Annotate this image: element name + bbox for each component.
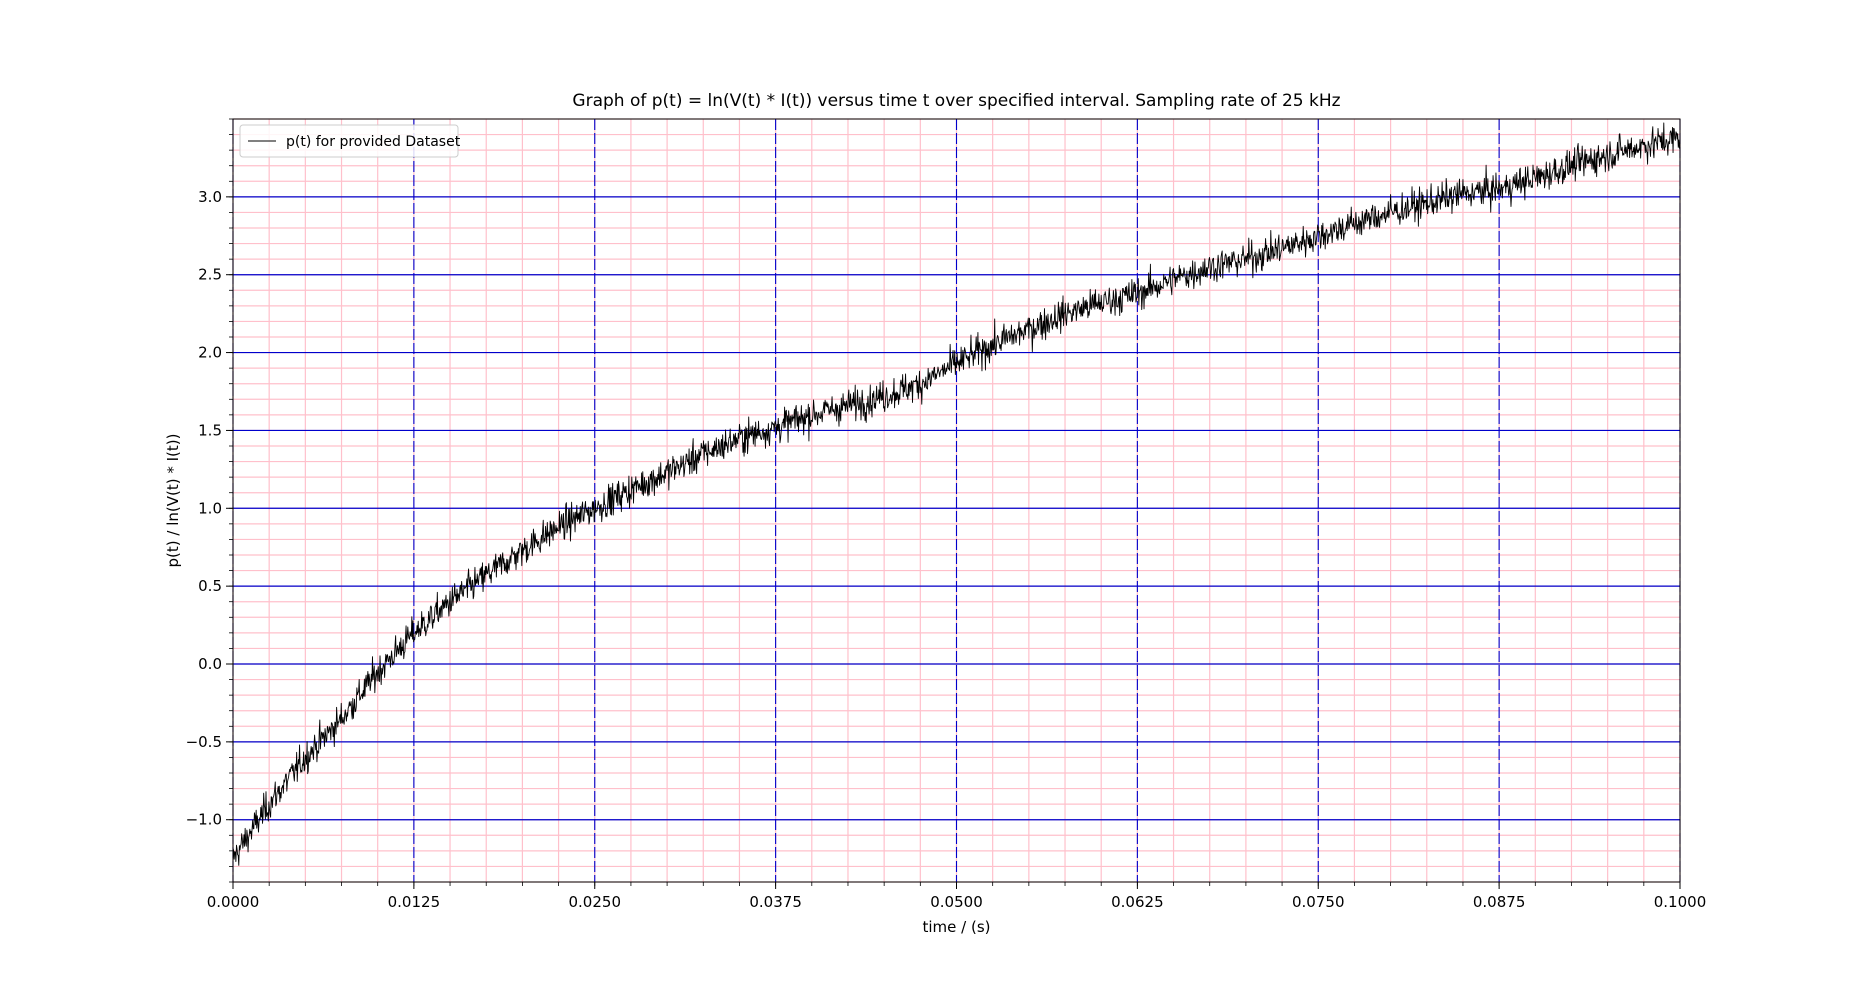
x-tick-label: 0.0250 <box>569 893 622 911</box>
y-tick-label: 1.5 <box>198 421 222 439</box>
ticks-layer: 0.0000 0.0125 0.0250 0.0375 0.0500 0.0625 0.07… <box>186 118 1707 911</box>
x-tick-label: 0.0625 <box>1111 893 1164 911</box>
x-tick-label: 0.0375 <box>749 893 802 911</box>
x-tick-label: 0.0125 <box>388 893 441 911</box>
y-tick-label: −0.5 <box>186 733 222 751</box>
x-tick-label: 0.0875 <box>1473 893 1526 911</box>
y-axis-label: p(t) / ln(V(t) * I(t)) <box>164 434 182 568</box>
x-tick-label: 0.1000 <box>1654 893 1707 911</box>
y-tick-label: −1.0 <box>186 811 222 829</box>
series-layer <box>232 122 1681 866</box>
y-tick-label: 0.5 <box>198 577 222 595</box>
x-tick-label: 0.0750 <box>1292 893 1345 911</box>
legend: p(t) for provided Dataset <box>239 124 461 158</box>
y-tick-label: 0.0 <box>198 655 222 673</box>
x-tick-label: 0.0000 <box>207 893 260 911</box>
x-tick-label: 0.0500 <box>930 893 983 911</box>
x-axis-label: time / (s) <box>923 918 991 936</box>
y-tick-label: 3.0 <box>198 188 222 206</box>
series-line <box>232 122 1681 866</box>
legend-entry-label: p(t) for provided Dataset <box>286 134 461 150</box>
chart-title: Graph of p(t) = ln(V(t) * I(t)) versus t… <box>572 91 1340 111</box>
legend-box <box>239 124 459 158</box>
y-tick-label: 2.5 <box>198 266 222 284</box>
y-tick-label: 2.0 <box>198 344 222 362</box>
y-tick-label: 1.0 <box>198 499 222 517</box>
